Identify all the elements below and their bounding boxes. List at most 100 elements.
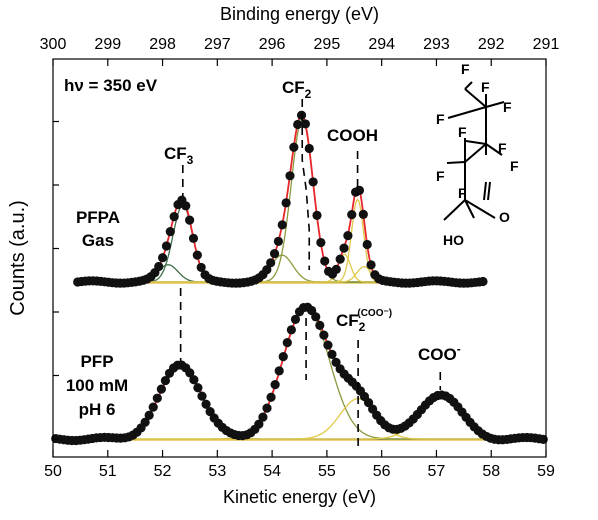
data-point xyxy=(266,258,276,268)
x-tick-label: 53 xyxy=(208,463,226,480)
molecule-bonds xyxy=(443,81,505,221)
data-point xyxy=(311,312,321,322)
molecule-atom-f6: F xyxy=(498,140,507,156)
data-point xyxy=(189,375,199,385)
x2-tick-label: 293 xyxy=(423,36,450,53)
data-point xyxy=(362,239,372,250)
data-point xyxy=(156,384,166,394)
data-point xyxy=(335,254,345,264)
data-point xyxy=(281,198,291,208)
data-point xyxy=(285,171,295,181)
curves-layer xyxy=(55,113,544,441)
data-point xyxy=(144,410,154,420)
data-point xyxy=(197,391,207,401)
x-tick-label: 56 xyxy=(373,463,391,480)
data-point xyxy=(339,243,349,253)
data-point xyxy=(154,261,164,272)
data-point xyxy=(193,383,203,393)
x-tick-label: 57 xyxy=(428,463,446,480)
x-tick-label: 52 xyxy=(154,463,172,480)
data-point xyxy=(201,399,211,409)
data-point xyxy=(277,220,287,230)
data-point xyxy=(308,177,318,187)
x-tick-label: 54 xyxy=(263,463,281,480)
plot-frame xyxy=(52,58,547,458)
data-point xyxy=(354,185,365,195)
x2-tick-label: 299 xyxy=(94,36,121,53)
molecule-atom-f7: F xyxy=(510,158,519,174)
molecule-atom-f1: F xyxy=(461,61,470,77)
data-point xyxy=(278,352,288,362)
x-tick-label: 59 xyxy=(537,463,555,480)
data-point xyxy=(304,143,314,154)
peak-label-cf2: CF2 xyxy=(282,78,312,101)
data-point xyxy=(320,256,330,266)
x-axis-label: Kinetic energy (eV) xyxy=(223,487,376,507)
x-tick-label: 58 xyxy=(482,463,500,480)
panel-label-gas: Gas xyxy=(82,231,114,250)
x2-tick-label: 297 xyxy=(204,36,231,53)
data-point xyxy=(258,412,268,422)
data-point xyxy=(358,209,368,219)
x2-tick-label: 291 xyxy=(533,36,560,53)
data-point xyxy=(293,119,303,130)
data-point xyxy=(327,349,337,359)
data-point xyxy=(274,366,284,376)
y-axis-label: Counts (a.u.) xyxy=(7,200,29,316)
data-point xyxy=(331,264,341,274)
data-point xyxy=(169,211,179,222)
guide-lines-layer xyxy=(179,99,442,447)
peak-label-cooh: COOH xyxy=(327,126,378,145)
data-point xyxy=(286,325,296,335)
data-point xyxy=(343,231,353,241)
data-point xyxy=(316,237,326,248)
data-point xyxy=(262,403,272,413)
panel-label-conc: 100 mM xyxy=(66,376,128,395)
data-point xyxy=(315,320,325,330)
data-point xyxy=(185,368,195,378)
data-point xyxy=(266,392,276,402)
data-point xyxy=(148,402,158,412)
data-point xyxy=(300,119,311,129)
data-point xyxy=(188,233,199,243)
x2-tick-label: 298 xyxy=(149,36,176,53)
data-point xyxy=(282,338,292,348)
data-point xyxy=(347,210,357,220)
data-point xyxy=(290,314,301,324)
data-point xyxy=(181,201,191,211)
data-point xyxy=(192,250,202,260)
data-point xyxy=(165,227,175,237)
data-point xyxy=(319,330,329,340)
x2-tick-label: 294 xyxy=(368,36,395,53)
x-tick-label: 51 xyxy=(99,463,117,480)
data-point xyxy=(196,262,206,273)
molecule-atom-f9: F xyxy=(458,185,467,201)
panel-label-pfp: PFP xyxy=(80,352,113,371)
axes-layer xyxy=(52,58,547,458)
data-point xyxy=(273,236,283,246)
data-point xyxy=(262,265,272,275)
data-point xyxy=(269,248,280,259)
peak-label-coo: COO- xyxy=(418,342,461,364)
molecule-atom-f3: F xyxy=(503,99,512,115)
x-tick-label: 55 xyxy=(318,463,336,480)
data-point xyxy=(478,276,488,287)
molecule-atom-f2: F xyxy=(481,79,490,95)
ticks-layer: 50 51 52 53 54 55 56 57 58 59 300 299 298 297 296 295 29… xyxy=(40,36,560,480)
peak-label-cf3: CF3 xyxy=(164,144,194,167)
data-point xyxy=(157,253,168,263)
fit-component-0-2 xyxy=(77,118,484,283)
x2-axis-label: Binding energy (eV) xyxy=(220,4,379,24)
data-points-layer xyxy=(51,110,548,446)
guide-line-cf2-upper xyxy=(301,140,311,270)
data-point xyxy=(366,260,376,270)
x2-tick-label: 296 xyxy=(259,36,286,53)
molecule-structure: F F F F F F F F F O HO xyxy=(436,61,519,248)
panel-label-ph: pH 6 xyxy=(79,400,116,419)
data-point xyxy=(254,419,264,429)
data-point xyxy=(152,393,162,403)
molecule-atom-ho: HO xyxy=(443,232,464,248)
data-point xyxy=(161,241,172,251)
data-point xyxy=(160,375,171,386)
